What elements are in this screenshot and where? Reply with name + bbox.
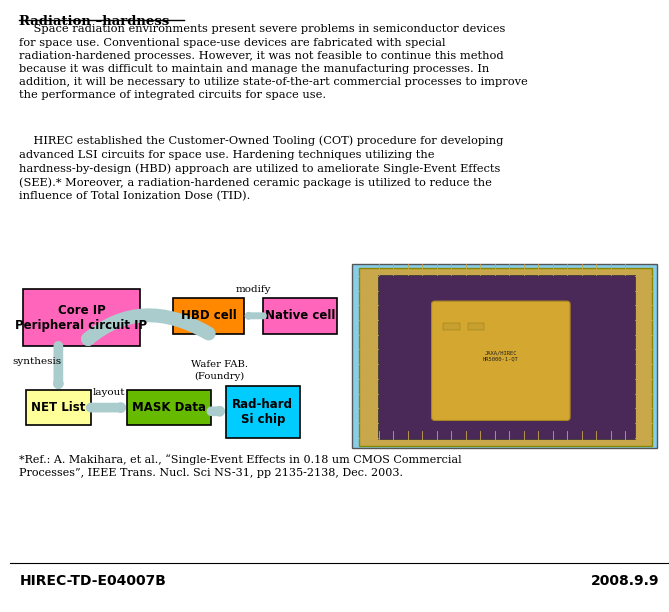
Text: Core IP
Peripheral circuit IP: Core IP Peripheral circuit IP [15,304,147,332]
FancyBboxPatch shape [468,323,484,330]
FancyBboxPatch shape [173,298,244,334]
Text: Wafer FAB.
(Foundry): Wafer FAB. (Foundry) [191,360,248,381]
FancyBboxPatch shape [432,301,570,420]
FancyArrowPatch shape [88,315,209,339]
FancyBboxPatch shape [353,264,657,448]
Text: HIREC-TD-E04007B: HIREC-TD-E04007B [19,574,167,588]
FancyBboxPatch shape [377,275,635,439]
Text: Native cell: Native cell [265,309,336,323]
Text: MASK Data: MASK Data [132,401,206,414]
Text: Radiation –hardness: Radiation –hardness [19,15,170,28]
FancyBboxPatch shape [226,386,300,438]
Text: modify: modify [235,285,272,294]
Text: layout: layout [92,387,124,397]
FancyBboxPatch shape [444,323,460,330]
Text: HIREC established the Customer-Owned Tooling (COT) procedure for developing
adva: HIREC established the Customer-Owned Too… [19,136,504,201]
FancyBboxPatch shape [359,268,652,446]
FancyBboxPatch shape [26,390,91,425]
Text: JAXA/HIREC
HR5000-1-QT: JAXA/HIREC HR5000-1-QT [483,351,518,362]
Text: 2008.9.9: 2008.9.9 [591,574,659,588]
Text: Space radiation environments present severe problems in semiconductor devices
fo: Space radiation environments present sev… [19,24,529,100]
Text: HBD cell: HBD cell [181,309,237,323]
Text: NET List: NET List [31,401,86,414]
FancyBboxPatch shape [127,390,211,425]
FancyBboxPatch shape [23,289,140,346]
Text: *Ref.: A. Makihara, et al., “Single-Event Effects in 0.18 um CMOS Commercial
Pro: *Ref.: A. Makihara, et al., “Single-Even… [19,454,462,478]
Text: synthesis: synthesis [13,357,62,365]
Text: Rad-hard
Si chip: Rad-hard Si chip [232,398,293,425]
FancyBboxPatch shape [264,298,337,334]
